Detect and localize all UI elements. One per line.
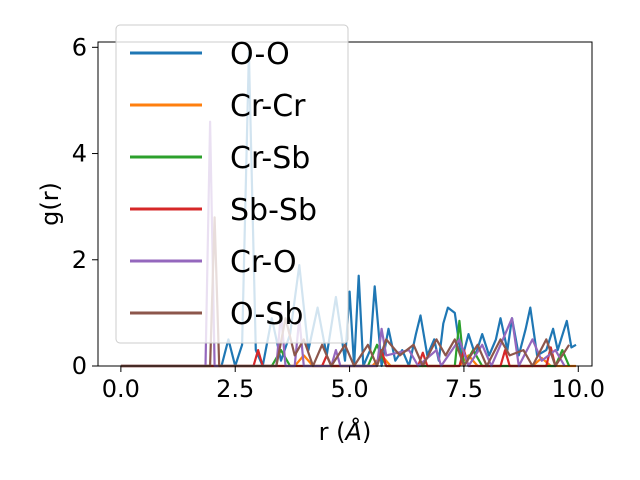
x-tick-label: 7.5 xyxy=(445,375,483,403)
legend-label-o-sb: O-Sb xyxy=(230,297,303,332)
legend-label-o-o: O-O xyxy=(230,37,290,72)
y-tick-label: 0 xyxy=(72,352,87,380)
x-axis-label: r (Å) xyxy=(319,417,372,446)
x-tick-label: 0.0 xyxy=(102,375,140,403)
x-tick-label: 10.0 xyxy=(552,375,605,403)
legend-label-cr-o: Cr-O xyxy=(230,245,297,280)
legend-label-sb-sb: Sb-Sb xyxy=(230,193,317,228)
x-axis-label-close: ) xyxy=(362,418,371,446)
x-tick-label: 5.0 xyxy=(330,375,368,403)
legend-label-cr-cr: Cr-Cr xyxy=(230,89,306,124)
legend-box xyxy=(115,24,349,344)
y-tick-label: 6 xyxy=(72,33,87,61)
y-tick-label: 4 xyxy=(72,140,87,168)
x-axis-label-text: r ( xyxy=(319,418,346,446)
ticks-layer: 0.0 2.5 5.0 7.5 10.0 0 2 4 6 xyxy=(72,33,605,403)
y-tick-label: 2 xyxy=(72,246,87,274)
legend-label-cr-sb: Cr-Sb xyxy=(230,141,310,176)
legend: O-O Cr-Cr Cr-Sb Sb-Sb Cr-O O-Sb xyxy=(115,24,349,344)
y-axis-label: g(r) xyxy=(36,182,64,226)
x-axis-label-unit: Å xyxy=(344,417,362,446)
x-tick-label: 2.5 xyxy=(216,375,254,403)
